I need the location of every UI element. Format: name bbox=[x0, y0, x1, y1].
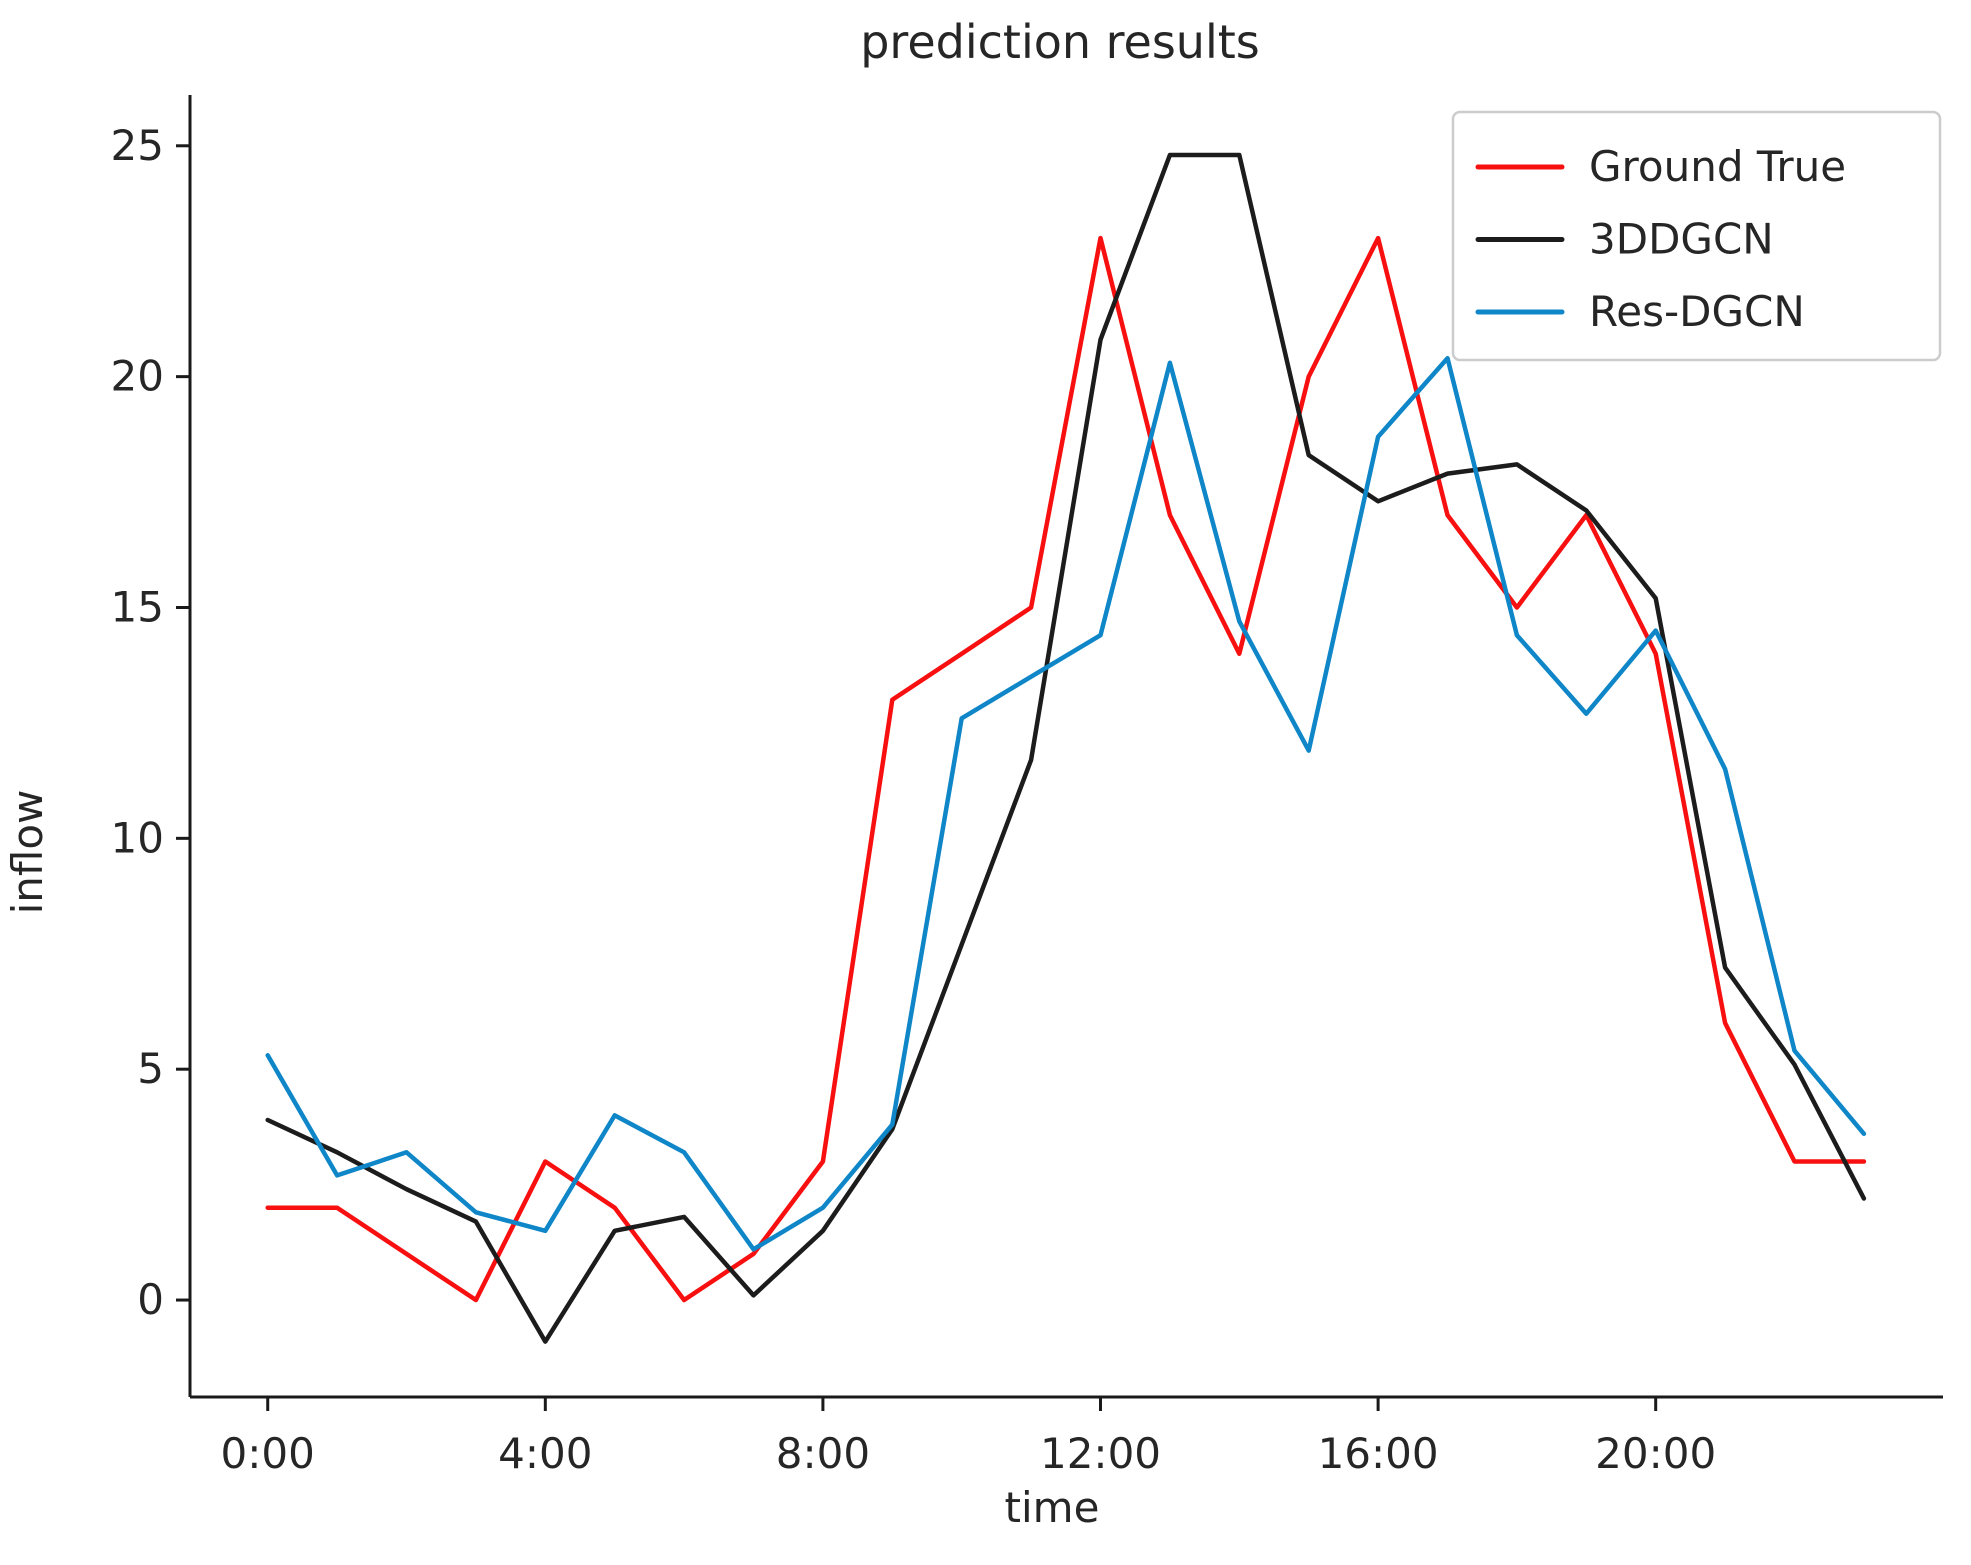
legend-label: 3DDGCN bbox=[1589, 215, 1774, 264]
y-tick-label: 25 bbox=[111, 121, 164, 170]
x-tick-label: 16:00 bbox=[1318, 1429, 1439, 1478]
plot-area: 0 5 10 15 20 25 0:00 4:00 8:00 12:00 16:00 20:00 Gro… bbox=[111, 95, 1943, 1478]
y-tick-label: 20 bbox=[111, 352, 164, 401]
y-tick-label: 0 bbox=[137, 1275, 164, 1324]
x-tick-label: 12:00 bbox=[1040, 1429, 1161, 1478]
x-axis-label: time bbox=[1005, 1483, 1100, 1532]
y-tick-label: 10 bbox=[111, 813, 164, 862]
y-axis-label: inflow bbox=[3, 790, 52, 915]
legend-label: Ground True bbox=[1589, 142, 1846, 191]
x-tick-label: 8:00 bbox=[776, 1429, 870, 1478]
line-res-dgcn bbox=[265, 355, 1867, 1252]
y-tick-label: 5 bbox=[137, 1044, 164, 1093]
y-tick-label: 15 bbox=[111, 582, 164, 631]
legend-label: Res-DGCN bbox=[1589, 287, 1805, 336]
x-tick-label: 20:00 bbox=[1595, 1429, 1716, 1478]
x-tick-label: 0:00 bbox=[221, 1429, 315, 1478]
line-ground-true bbox=[265, 235, 1867, 1303]
x-tick-label: 4:00 bbox=[498, 1429, 592, 1478]
legend-box bbox=[1451, 110, 1942, 362]
chart-title: prediction results bbox=[860, 15, 1260, 69]
line-3ddgcn bbox=[265, 152, 1867, 1344]
